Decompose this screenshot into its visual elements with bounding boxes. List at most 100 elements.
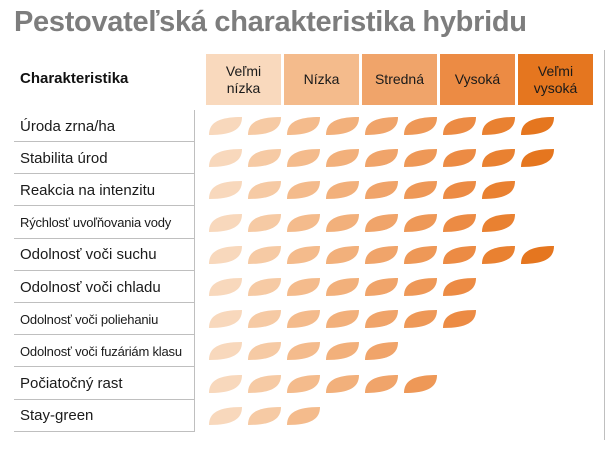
leaf-icon <box>209 149 242 168</box>
leaf-icon <box>248 181 281 200</box>
leaf-icon <box>443 117 476 135</box>
rating-leaves <box>206 374 439 394</box>
leaf-icon <box>404 149 437 168</box>
leaf-icon <box>404 117 437 135</box>
leaf-icon <box>365 181 398 200</box>
rating-leaves <box>206 148 556 168</box>
leaf-icon <box>404 181 437 200</box>
leaf-icon <box>209 310 242 329</box>
row-divider <box>14 205 194 207</box>
leaf-icon <box>482 213 515 232</box>
rating-leaves <box>206 116 556 136</box>
level-header-4: Veľmi vysoká <box>518 54 593 105</box>
leaf-icon <box>287 245 320 264</box>
leaf-icon <box>443 310 476 329</box>
leaf-icon <box>365 213 398 232</box>
row-divider <box>14 237 194 239</box>
leaf-icon <box>326 117 359 135</box>
leaf-icon <box>365 278 398 296</box>
table-row: Odolnosť voči fuzáriám klasu <box>14 335 604 368</box>
leaf-icon <box>287 278 320 296</box>
row-label: Rýchlosť uvoľňovania vody <box>20 215 172 231</box>
row-label: Odolnosť voči poliehaniu <box>20 311 159 327</box>
row-label: Stabilita úrod <box>20 149 108 167</box>
row-divider <box>14 398 194 400</box>
leaf-icon <box>443 213 476 232</box>
leaf-icon <box>365 149 398 168</box>
leaf-icon <box>521 149 554 168</box>
row-divider <box>14 141 194 142</box>
leaf-icon <box>443 245 476 264</box>
row-label: Reakcia na intenzitu <box>20 181 156 199</box>
row-label: Odolnosť voči fuzáriám klasu <box>20 343 182 359</box>
rating-leaves <box>206 341 400 361</box>
row-divider <box>14 366 194 368</box>
table-row: Úroda zrna/ha <box>14 110 604 142</box>
leaf-icon <box>443 278 476 296</box>
leaf-icon <box>365 342 398 361</box>
row-label: Odolnosť voči suchu <box>20 246 157 264</box>
table-row: Odolnosť voči chladu <box>14 271 604 303</box>
rating-leaves <box>206 277 478 297</box>
leaf-icon <box>365 117 398 135</box>
leaf-icon <box>482 181 515 200</box>
leaf-icon <box>287 213 320 232</box>
leaf-icon <box>521 245 554 264</box>
leaf-icon <box>482 149 515 168</box>
table-row: Stay-green <box>14 400 604 432</box>
level-header-2: Stredná <box>362 54 437 105</box>
row-divider <box>14 430 194 432</box>
level-header-0: Veľmi nízka <box>206 54 281 105</box>
leaf-icon <box>248 310 281 329</box>
leaf-icon <box>326 310 359 329</box>
row-divider <box>14 173 194 175</box>
leaf-icon <box>404 374 437 393</box>
leaf-icon <box>248 406 281 425</box>
level-header-1: Nízka <box>284 54 359 105</box>
column-divider <box>194 110 195 432</box>
rating-leaves <box>206 180 517 200</box>
rating-leaves <box>206 309 478 329</box>
leaf-icon <box>209 245 242 264</box>
leaf-icon <box>326 181 359 200</box>
level-scale-header: Veľmi nízka Nízka Stredná Vysoká Veľmi vysok… <box>206 54 593 105</box>
table-row: Rýchlosť uvoľňovania vody <box>14 207 604 239</box>
row-label: Počiatočný rast <box>20 375 123 393</box>
table-row: Odolnosť voči poliehaniu <box>14 303 604 336</box>
characteristic-column-header: Charakteristika <box>20 70 129 87</box>
rating-leaves <box>206 406 322 426</box>
leaf-icon <box>287 117 320 135</box>
table-row: Počiatočný rast <box>14 368 604 400</box>
table-row: Stabilita úrod <box>14 142 604 175</box>
rating-leaves <box>206 245 556 265</box>
rating-leaves <box>206 213 517 233</box>
leaf-icon <box>287 181 320 200</box>
leaf-icon <box>209 278 242 296</box>
leaf-icon <box>209 181 242 200</box>
leaf-icon <box>209 406 242 425</box>
leaf-icon <box>326 278 359 296</box>
table-row: Odolnosť voči suchu <box>14 239 604 271</box>
leaf-icon <box>209 342 242 361</box>
leaf-icon <box>248 117 281 135</box>
leaf-icon <box>326 342 359 361</box>
leaf-icon <box>365 374 398 393</box>
leaf-icon <box>248 213 281 232</box>
leaf-icon <box>248 342 281 361</box>
table-row: Reakcia na intenzitu <box>14 174 604 207</box>
page-title: Pestovateľská charakteristika hybridu <box>14 6 527 38</box>
leaf-icon <box>287 406 320 425</box>
leaf-icon <box>404 245 437 264</box>
row-divider <box>14 269 194 271</box>
leaf-icon <box>521 117 554 135</box>
leaf-icon <box>326 374 359 393</box>
row-divider <box>14 302 194 303</box>
leaf-icon <box>482 117 515 135</box>
leaf-icon <box>248 149 281 168</box>
row-label: Odolnosť voči chladu <box>20 278 161 296</box>
leaf-icon <box>365 245 398 264</box>
leaf-icon <box>287 374 320 393</box>
leaf-icon <box>248 245 281 264</box>
leaf-icon <box>482 245 515 264</box>
leaf-icon <box>287 149 320 168</box>
